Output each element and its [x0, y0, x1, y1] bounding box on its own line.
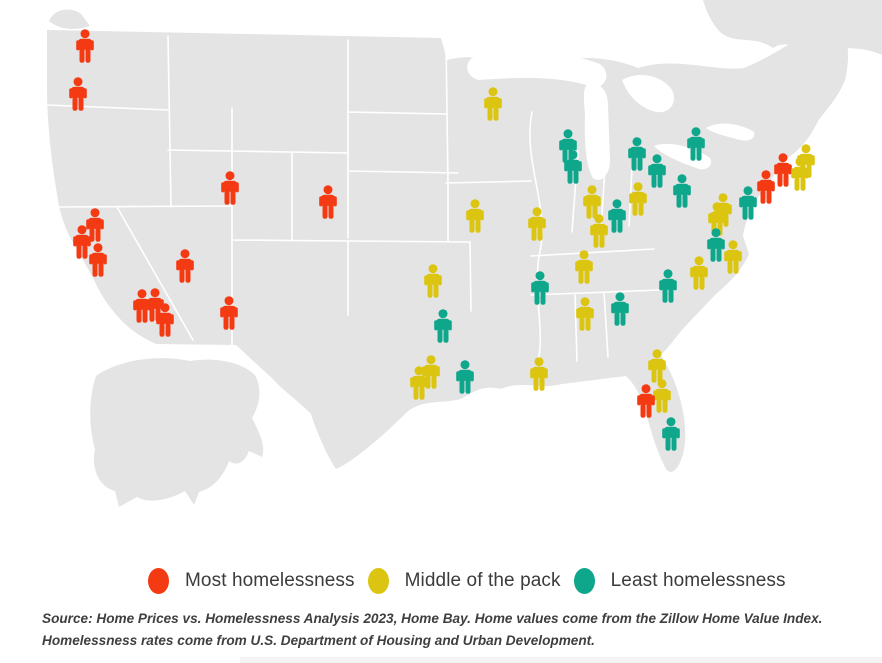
- legend-item-middle: Middle of the pack: [367, 568, 561, 594]
- legend-label-least: Least homelessness: [610, 570, 786, 591]
- legend-label-most: Most homelessness: [185, 570, 355, 591]
- least-homelessness-dot-icon: [573, 568, 595, 594]
- legend-item-least: Least homelessness: [573, 568, 786, 594]
- us-map: [46, 0, 882, 507]
- source-citation: Source: Home Prices vs. Homelessness Ana…: [42, 608, 852, 652]
- lake-erie: [654, 143, 712, 170]
- vancouver-island: [49, 9, 90, 29]
- legend-label-middle: Middle of the pack: [404, 570, 561, 591]
- legend: Most homelessness Middle of the pack Lea…: [148, 566, 786, 596]
- middle-of-pack-dot-icon: [367, 568, 389, 594]
- lake-huron: [622, 75, 675, 113]
- alaska: [90, 358, 264, 507]
- next-section-edge: [240, 657, 882, 663]
- legend-item-most: Most homelessness: [148, 568, 355, 594]
- lake-michigan: [583, 83, 610, 180]
- source-line-2: Homelessness rates come from U.S. Depart…: [42, 633, 595, 648]
- source-line-1: Source: Home Prices vs. Homelessness Ana…: [42, 611, 823, 626]
- lake-superior: [467, 49, 607, 88]
- us-mainland: [47, 17, 849, 472]
- lake-ontario: [706, 123, 755, 141]
- state-borders: [46, 35, 660, 363]
- most-homelessness-dot-icon: [148, 568, 169, 594]
- us-map-svg: [46, 0, 882, 507]
